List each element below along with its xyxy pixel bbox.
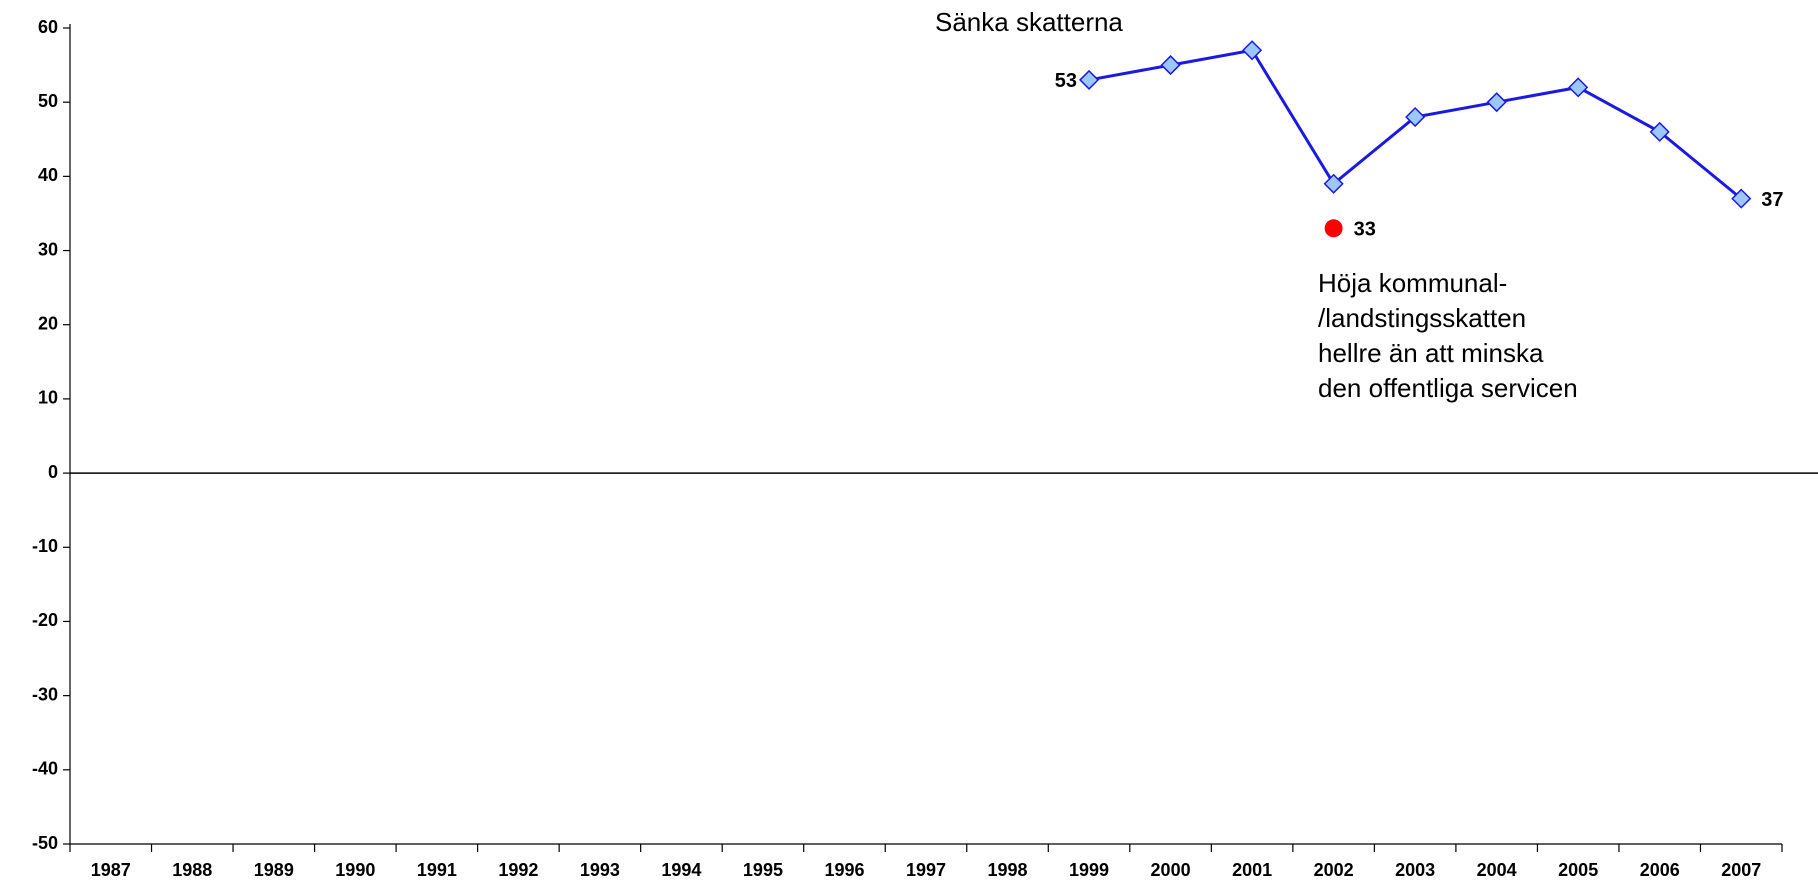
y-tick-label: -50 [32,833,58,853]
y-tick-label: -40 [32,759,58,779]
data-label: 37 [1761,189,1783,211]
marker [1160,55,1181,76]
y-tick-label: 60 [38,17,58,37]
x-tick-label: 1990 [335,860,375,880]
marker [1323,173,1344,194]
y-tick-label: 30 [38,239,58,259]
x-tick-label: 1988 [172,860,212,880]
x-tick-label: 1991 [417,860,457,880]
series-annotation: Höja kommunal- /landstingsskatten hellre… [1318,268,1578,403]
x-tick-label: 2000 [1151,860,1191,880]
x-tick-label: 2003 [1395,860,1435,880]
x-tick-label: 1996 [824,860,864,880]
marker [1731,188,1752,209]
y-tick-label: 0 [48,462,58,482]
marker [1405,106,1426,128]
y-tick-label: 10 [38,388,58,408]
x-tick-label: 2004 [1477,860,1517,880]
y-tick-label: 50 [38,91,58,111]
x-tick-label: 1993 [580,860,620,880]
series-annotation: Sänka skatterna [935,7,1123,37]
data-label: 53 [1055,70,1077,92]
marker [1486,92,1507,113]
x-tick-label: 1997 [906,860,946,880]
x-tick-label: 2001 [1232,860,1272,880]
x-tick-label: 2007 [1721,860,1761,880]
marker [1078,69,1100,90]
marker [1568,77,1589,98]
x-tick-label: 2006 [1640,860,1680,880]
x-tick-label: 2002 [1314,860,1354,880]
x-tick-label: 1999 [1069,860,1109,880]
x-tick-label: 1989 [254,860,294,880]
y-tick-label: -10 [32,536,58,556]
marker [1649,121,1670,142]
y-tick-label: 40 [38,165,58,185]
y-tick-label: -30 [32,684,58,704]
x-tick-label: 1998 [988,860,1028,880]
marker [1324,219,1343,238]
marker [1242,40,1263,61]
y-tick-label: -20 [32,610,58,630]
x-tick-label: 1994 [661,860,701,880]
x-tick-label: 2005 [1558,860,1598,880]
x-tick-label: 1992 [498,860,538,880]
y-tick-label: 20 [38,313,58,333]
x-tick-label: 1987 [91,860,131,880]
data-label: 33 [1354,219,1376,241]
x-tick-label: 1995 [743,860,783,880]
